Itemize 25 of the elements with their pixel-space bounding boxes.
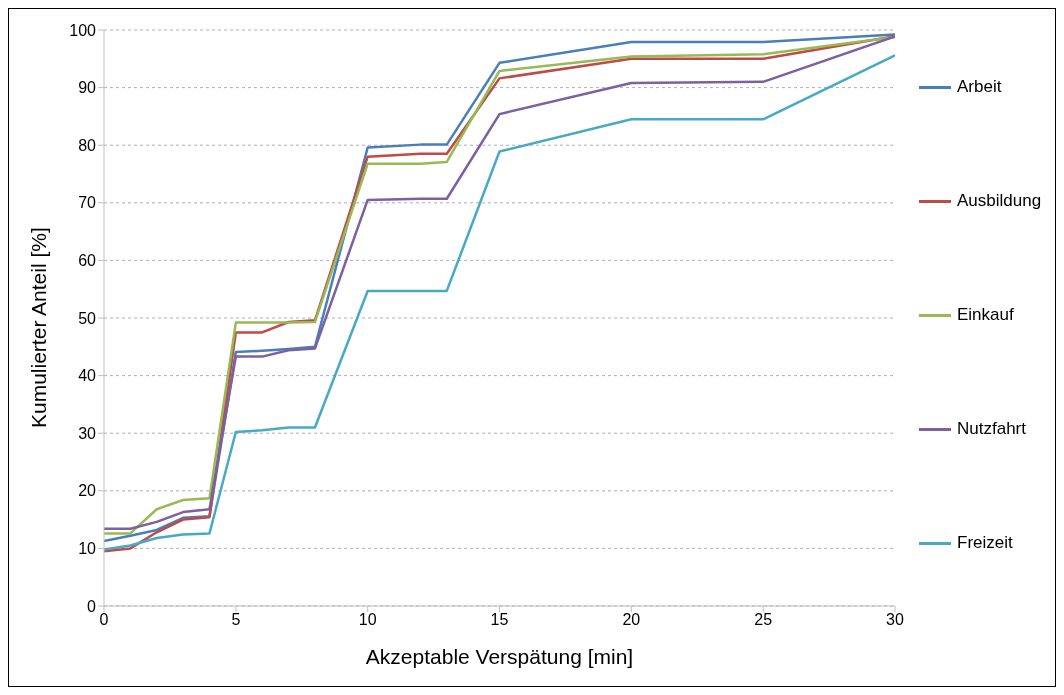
y-tick-label: 20 [78,482,97,500]
y-tick-label: 40 [78,367,97,385]
y-tick-label: 70 [78,194,97,212]
x-tick-label: 10 [358,611,377,629]
x-tick-label: 15 [490,611,509,629]
y-axis-title: Kumulierter Anteil [%] [27,227,51,428]
y-tick-label: 90 [78,79,97,97]
y-tick-label: 10 [78,540,97,558]
y-tick-label: 100 [69,21,97,39]
y-tick-label: 0 [87,597,97,615]
y-tick-label: 60 [78,252,97,270]
legend-label: Einkauf [957,305,1014,325]
x-tick-label: 0 [99,611,109,629]
legend-label: Nutzfahrt [957,419,1026,439]
x-tick-label: 25 [754,611,773,629]
y-tick-label: 30 [78,424,97,442]
legend-label: Ausbildung [957,191,1042,211]
x-axis-title: Akzeptable Verspätung [min] [365,645,634,668]
legend-label: Freizeit [957,533,1013,553]
y-tick-label: 80 [78,136,97,154]
x-tick-label: 5 [231,611,241,629]
y-tick-label: 50 [78,309,97,327]
x-tick-label: 20 [622,611,641,629]
x-tick-label: 30 [886,611,904,629]
legend-label: Arbeit [957,77,1002,97]
